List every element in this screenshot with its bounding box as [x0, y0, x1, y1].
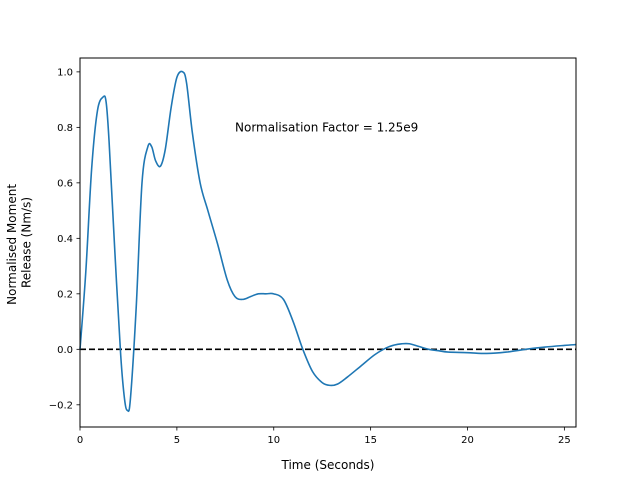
y-axis-label-line-2: Release (Nm/s): [19, 197, 33, 288]
x-tick-label: 25: [558, 435, 571, 446]
y-tick-label: −0.2: [49, 400, 73, 411]
x-tick-label: 20: [461, 435, 474, 446]
y-tick-label: 0.8: [57, 123, 73, 134]
x-tick-label: 10: [267, 435, 280, 446]
y-tick-label: 0.4: [57, 234, 73, 245]
x-tick-label: 0: [77, 435, 83, 446]
axes-frame: [79, 57, 577, 428]
x-tick-label: 15: [364, 435, 377, 446]
normalisation-annotation: Normalisation Factor = 1.25e9: [235, 120, 418, 134]
y-tick-label: 0.6: [57, 178, 73, 189]
series-line-0: [79, 70, 577, 413]
y-axis-label-line-1: Normalised Moment: [5, 184, 19, 305]
y-axis-label: Normalised Moment Release (Nm/s): [5, 180, 33, 305]
x-tick-label: 5: [174, 435, 180, 446]
y-tick-label: 0.0: [57, 345, 73, 356]
y-tick-label: 1.0: [57, 67, 73, 78]
ticks: 0 5 10 15 20 25 −0.2 0.0 0.2 0.4 0.6 0.8 1.0: [49, 67, 571, 446]
x-axis-label: Time (Seconds): [281, 458, 375, 472]
plot-area: [79, 70, 577, 413]
y-tick-label: 0.2: [57, 289, 73, 300]
